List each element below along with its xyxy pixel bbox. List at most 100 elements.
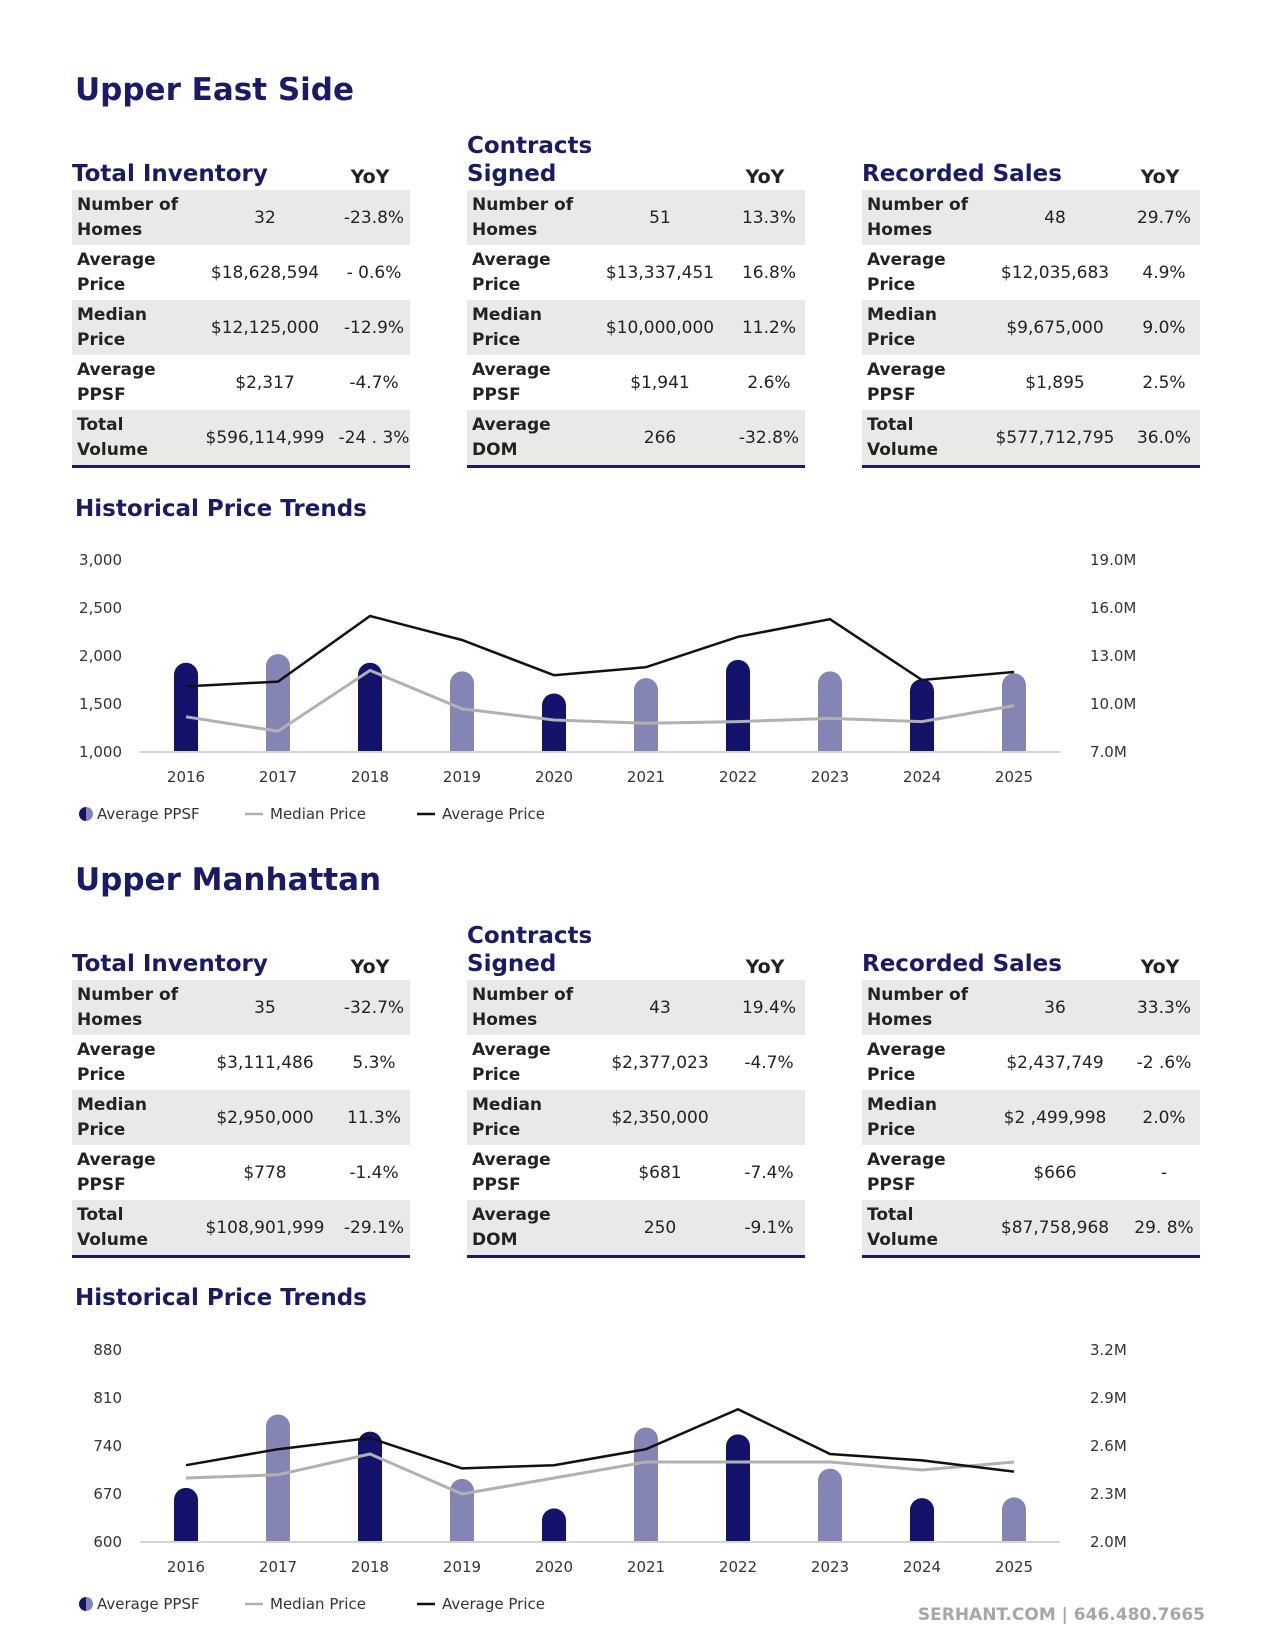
x-axis-tick: 2017 (259, 768, 297, 786)
block-title: Recorded Sales (862, 161, 1062, 187)
row-value: 36 (1044, 997, 1066, 1018)
left-axis-tick: 1,500 (79, 695, 122, 713)
yoy-header: YoY (745, 956, 785, 978)
left-axis-tick: 810 (93, 1389, 122, 1407)
legend-label-average-price: Average Price (442, 805, 545, 823)
bar-average-ppsf (542, 693, 566, 752)
row-yoy: -32.8% (738, 427, 800, 448)
yoy-header: YoY (745, 166, 785, 188)
right-axis-tick: 19.0M (1090, 551, 1136, 569)
left-axis-tick: 3,000 (79, 551, 122, 569)
metrics-table: Number of Homes 51 13.3% Average Price $13,… (467, 190, 805, 468)
table-row: Average PPSF $1,895 2.5% (862, 355, 1200, 410)
legend-label-median-price: Median Price (270, 1595, 366, 1613)
row-value: $596,114,999 (205, 427, 325, 448)
bar-average-ppsf (450, 671, 474, 752)
left-axis-tick: 2,500 (79, 599, 122, 617)
block-header: Total Inventory YoY (72, 110, 410, 190)
x-axis-tick: 2023 (811, 768, 849, 786)
legend-label-median-price: Median Price (270, 805, 366, 823)
chart-legend: Average PPSF Median Price Average Price (79, 805, 545, 823)
row-label: Average Price (77, 249, 156, 295)
row-value: $1,941 (630, 372, 690, 393)
row-value: $87,758,968 (1000, 1217, 1110, 1238)
row-value: 48 (1044, 207, 1066, 228)
row-value: 35 (254, 997, 276, 1018)
row-label: Average Price (867, 1039, 946, 1085)
legend-marker-average-ppsf (79, 1597, 86, 1611)
row-label: Average Price (472, 1039, 551, 1085)
block-header: Recorded Sales YoY (862, 900, 1200, 980)
table-row: Average Price $13,337,451 16.8% (467, 245, 805, 300)
block-header: Recorded Sales YoY (862, 110, 1200, 190)
row-label: Number of Homes (77, 194, 179, 240)
table-row: Average PPSF $1,941 2.6% (467, 355, 805, 410)
table-row: Total Volume $108,901,999 -29.1% (72, 1200, 410, 1255)
upper-manhattan-total-inventory: Total Inventory YoY Number of Homes 35 -32… (72, 900, 410, 1258)
left-axis-tick: 2,000 (79, 647, 122, 665)
x-axis-tick: 2016 (167, 1558, 205, 1576)
right-axis-tick: 2.3M (1090, 1485, 1127, 1503)
left-axis-tick: 740 (93, 1437, 122, 1455)
table-row: Total Volume $596,114,999 -24 . 3% (72, 410, 410, 465)
x-axis-tick: 2021 (627, 1558, 665, 1576)
row-value: $13,337,451 (605, 262, 715, 283)
row-label: Average PPSF (472, 359, 551, 405)
row-value: $3,111,486 (216, 1052, 314, 1073)
block-title: Total Inventory (72, 951, 268, 977)
table-row: Number of Homes 43 19.4% (467, 980, 805, 1035)
bar-average-ppsf (726, 659, 750, 752)
upper-manhattan-contracts-signed: Contracts Signed YoY Number of Homes 43 19… (467, 900, 805, 1258)
yoy-header: YoY (350, 166, 390, 188)
x-axis-tick: 2024 (903, 1558, 941, 1576)
metrics-table: Number of Homes 43 19.4% Average Price $2,3… (467, 980, 805, 1258)
legend-marker-average-ppsf (86, 807, 93, 821)
x-axis-tick: 2025 (995, 1558, 1033, 1576)
row-value: 32 (254, 207, 276, 228)
bar-average-ppsf (542, 1508, 566, 1542)
table-row: Number of Homes 48 29.7% (862, 190, 1200, 245)
table-row: Average Price $2,437,749 -2 .6% (862, 1035, 1200, 1090)
row-yoy: -32.7% (343, 997, 405, 1018)
row-value: $9,675,000 (1006, 317, 1104, 338)
row-yoy: 29.7% (1136, 207, 1191, 228)
block-title: Contracts Signed (467, 923, 593, 977)
row-yoy (733, 1090, 805, 1145)
bar-average-ppsf (818, 671, 842, 752)
table-row: Average PPSF $681 -7.4% (467, 1145, 805, 1200)
right-axis-tick: 2.9M (1090, 1389, 1127, 1407)
row-value: $18,628,594 (210, 262, 320, 283)
row-label: Number of Homes (77, 984, 179, 1030)
line-average-price (185, 1407, 1015, 1473)
x-axis-tick: 2019 (443, 768, 481, 786)
row-value: 250 (643, 1217, 677, 1238)
legend-marker-average-ppsf (86, 1597, 93, 1611)
row-label: Total Volume (77, 1204, 149, 1250)
bar-average-ppsf (266, 1414, 290, 1542)
row-label: Total Volume (867, 414, 939, 460)
table-row: Average Price $3,111,486 5.3% (72, 1035, 410, 1090)
row-yoy: - (1160, 1162, 1168, 1183)
x-axis-tick: 2025 (995, 768, 1033, 786)
row-yoy: -1.4% (349, 1162, 399, 1183)
row-value: $2,950,000 (216, 1107, 314, 1128)
upper-east-side-recorded-sales: Recorded Sales YoY Number of Homes 48 29.7… (862, 110, 1200, 468)
metrics-table: Number of Homes 36 33.3% Average Price $2,4… (862, 980, 1200, 1258)
block-title: Recorded Sales (862, 951, 1062, 977)
right-axis-tick: 16.0M (1090, 599, 1136, 617)
row-yoy: 2.5% (1142, 372, 1186, 393)
bar-average-ppsf (174, 1487, 198, 1542)
row-label: Median Price (472, 1094, 543, 1140)
row-label: Number of Homes (472, 194, 574, 240)
row-label: Average PPSF (77, 1149, 156, 1195)
bar-average-ppsf (634, 678, 658, 752)
row-label: Median Price (77, 304, 148, 350)
table-row: Average PPSF $2,317 -4.7% (72, 355, 410, 410)
block-header: Total Inventory YoY (72, 900, 410, 980)
row-value: $1,895 (1025, 372, 1085, 393)
row-yoy: 19.4% (741, 997, 796, 1018)
left-axis-tick: 670 (93, 1485, 122, 1503)
row-yoy: -29.1% (343, 1217, 405, 1238)
row-label: Median Price (867, 1094, 938, 1140)
yoy-header: YoY (1140, 166, 1180, 188)
